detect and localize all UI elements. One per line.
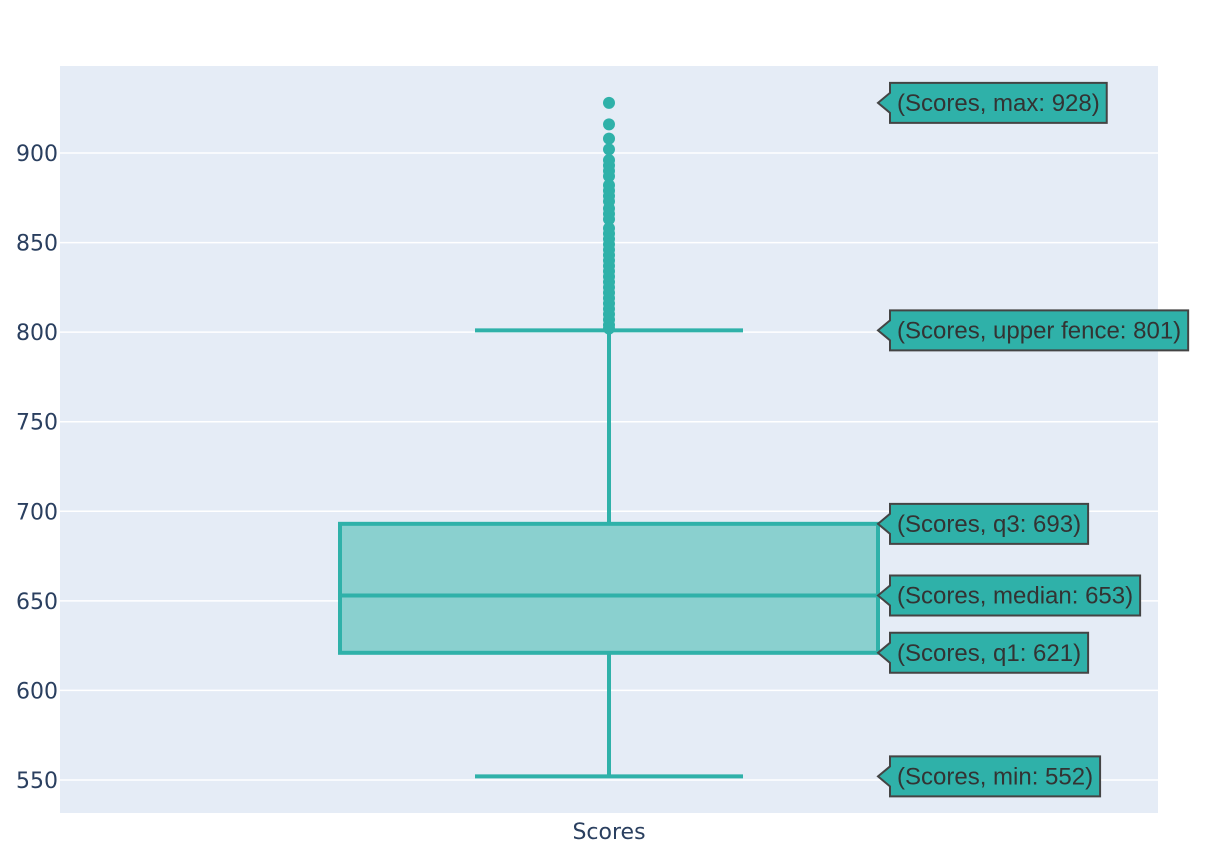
outlier-points[interactable] [603,96,615,335]
tooltip-text: (Scores, max: 928) [897,90,1100,117]
tooltip-3: (Scores, median: 653) [876,574,1142,617]
tooltip-text: (Scores, q1: 621) [897,640,1081,667]
tooltip-text: (Scores, min: 552) [897,763,1093,790]
outlier-point[interactable] [603,213,615,226]
tooltip-box [876,309,1190,352]
y-tick-label: 550 [16,769,58,794]
tooltip-text: (Scores, median: 653) [897,582,1133,609]
y-tick-label: 750 [16,411,58,436]
tooltip-box [876,502,1090,545]
tooltip-box [876,631,1090,674]
iqr-box[interactable] [338,521,880,655]
y-tick-label: 900 [16,142,58,167]
tooltip-box [876,81,1108,124]
tooltip-box [876,574,1142,617]
tooltip-text: (Scores, upper fence: 801) [897,317,1181,344]
outlier-point[interactable] [603,170,615,183]
tooltip-1: (Scores, upper fence: 801) [876,309,1190,352]
x-category-label: Scores [572,820,645,845]
tooltip-5: (Scores, min: 552) [876,755,1102,798]
tooltip-4: (Scores, q1: 621) [876,631,1090,674]
tooltip-text: (Scores, q3: 693) [897,511,1081,538]
y-tick-label: 650 [16,590,58,615]
y-axis-tick-labels: 550 600 650 700 750 800 850 900 [16,142,58,794]
y-tick-label: 800 [16,321,58,346]
y-tick-label: 700 [16,500,58,525]
outlier-point[interactable] [603,143,615,156]
y-tick-label: 600 [16,679,58,704]
tooltip-2: (Scores, q3: 693) [876,502,1090,545]
outlier-point[interactable] [603,322,615,335]
hover-tooltips: (Scores, max: 928) (Scores, upper fence: … [876,81,1190,798]
outlier-point[interactable] [603,96,615,109]
y-tick-label: 850 [16,232,58,257]
outlier-point[interactable] [603,118,615,131]
tooltip-0: (Scores, max: 928) [876,81,1108,124]
outlier-point[interactable] [603,132,615,145]
tooltip-box [876,755,1102,798]
